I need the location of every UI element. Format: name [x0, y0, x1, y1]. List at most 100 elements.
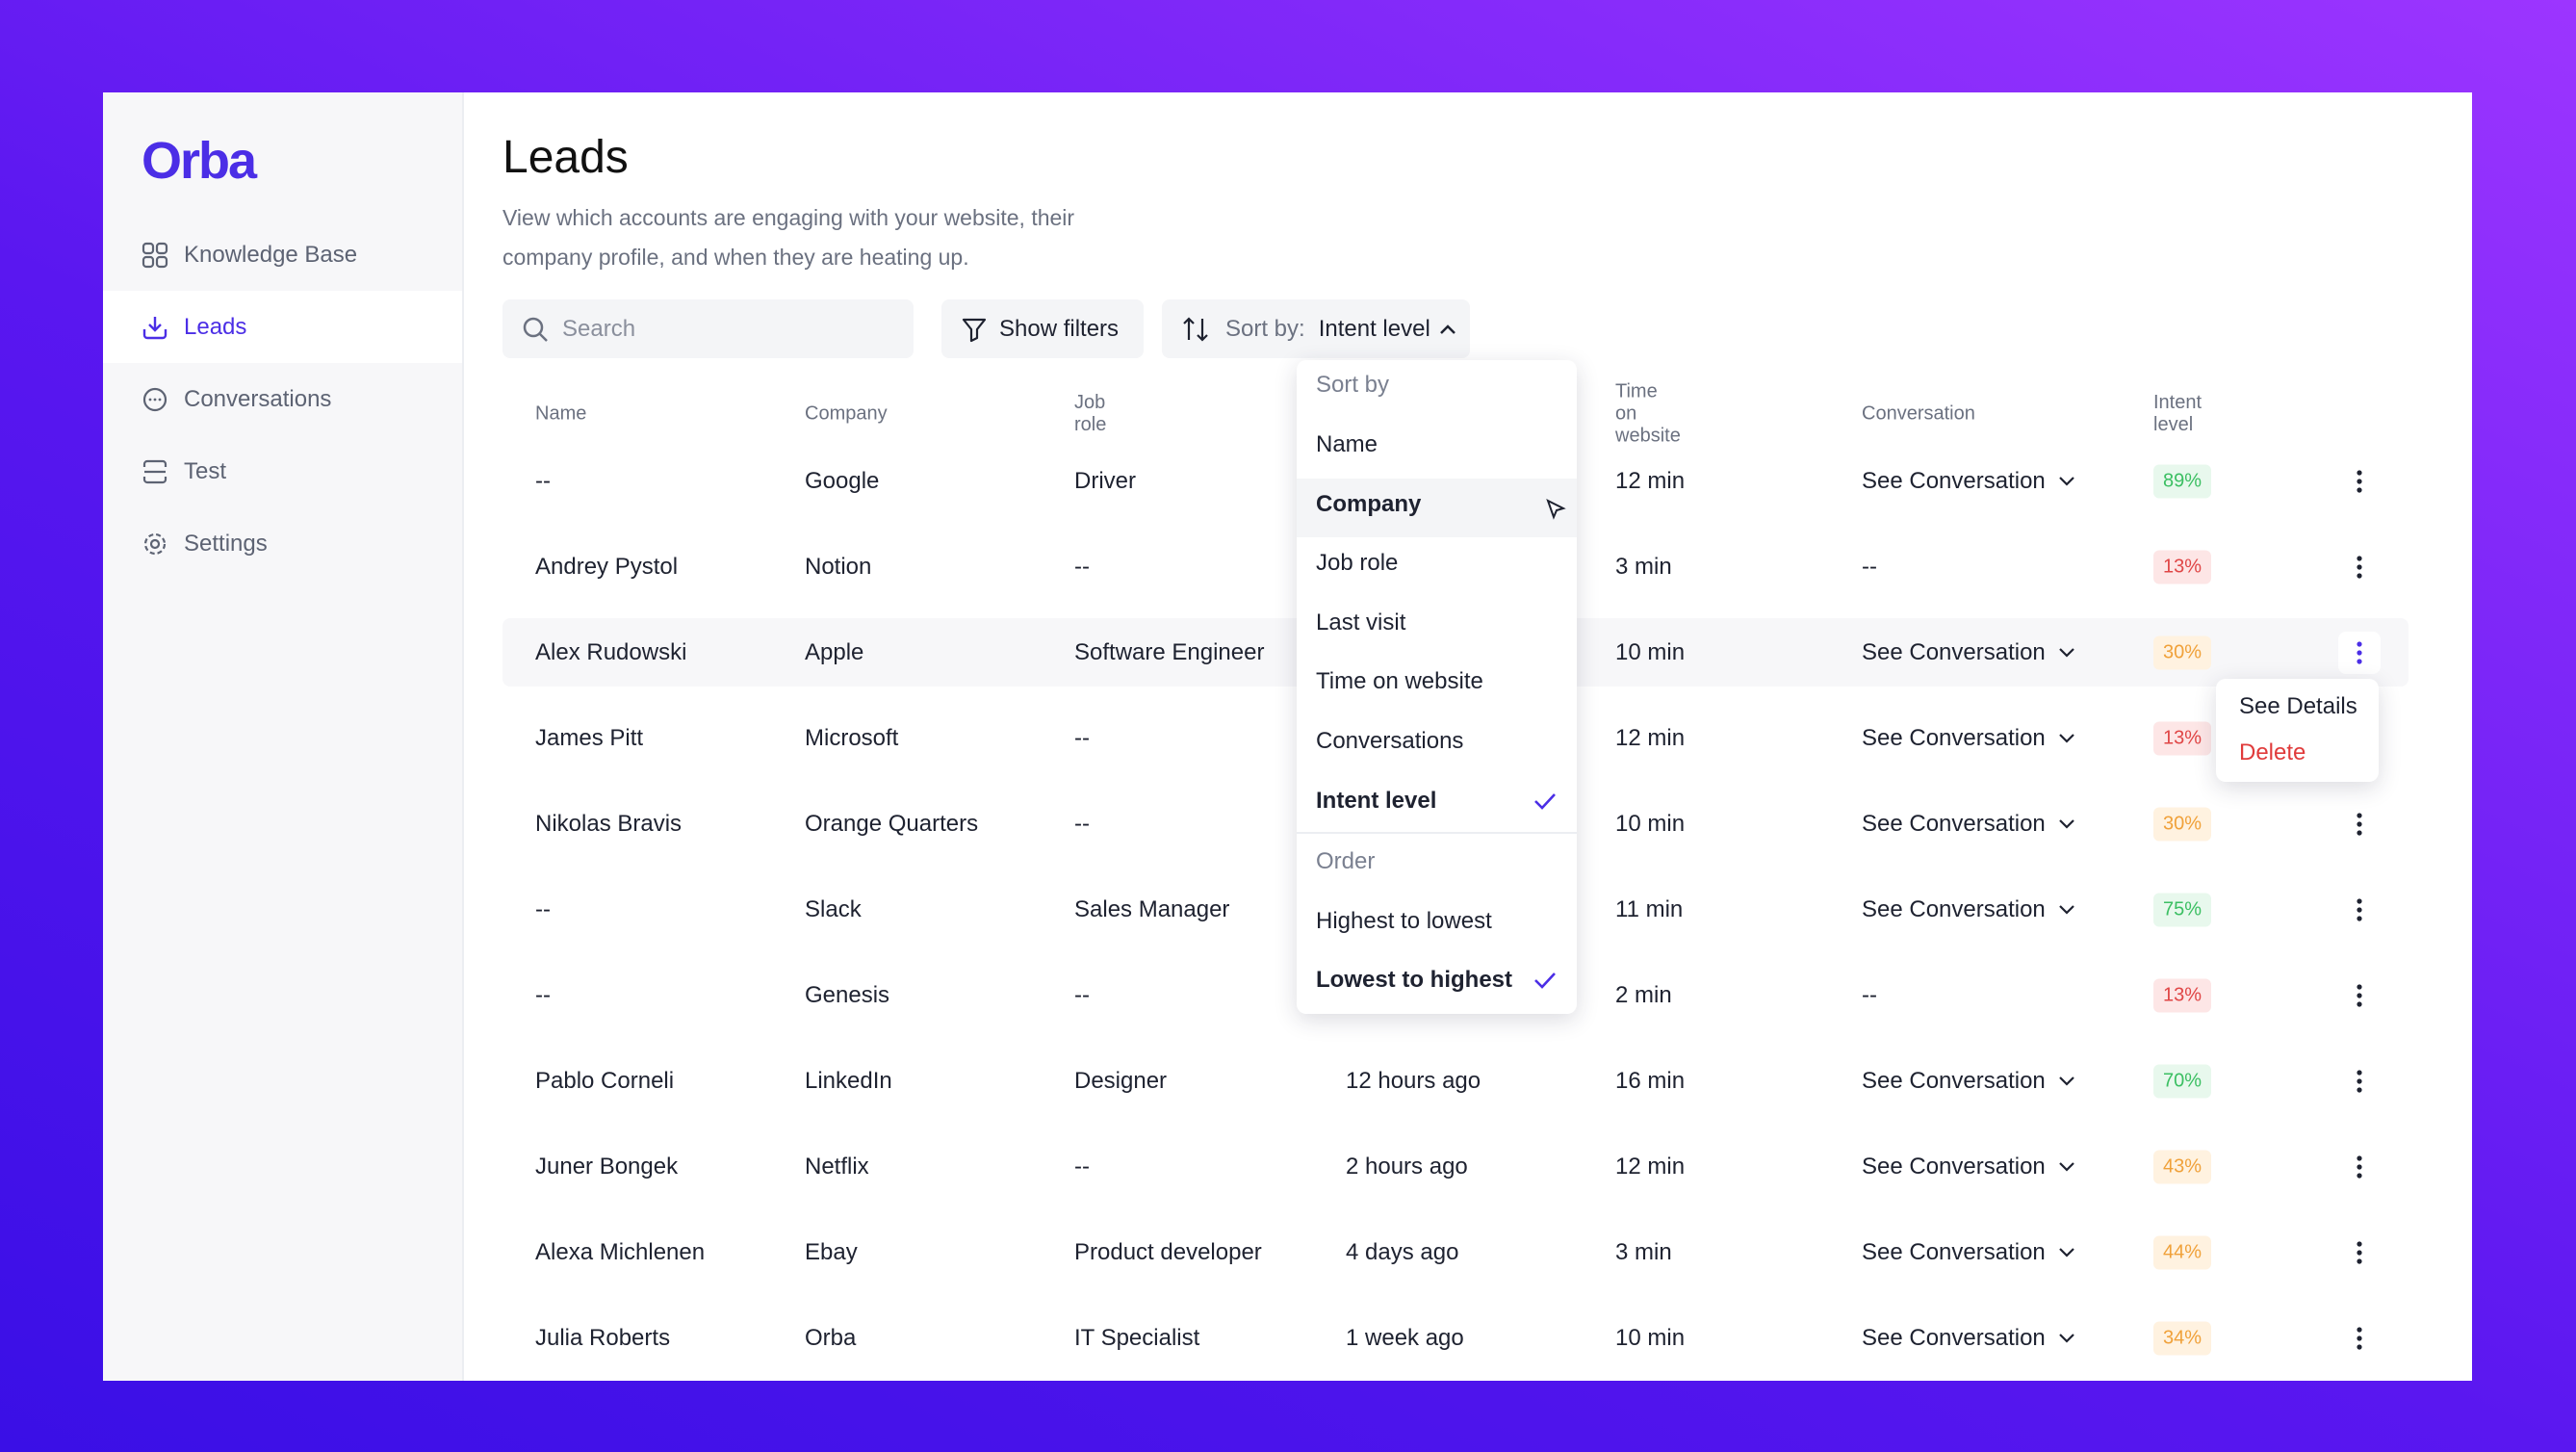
cell-conversation[interactable]: See Conversation [1862, 468, 2076, 495]
delete[interactable]: Delete [2239, 739, 2306, 765]
row-actions[interactable] [2338, 974, 2381, 1017]
sort-option[interactable]: Last visit [1316, 609, 1406, 635]
dots-icon [2357, 470, 2362, 493]
cell-name: James Pitt [535, 725, 643, 752]
sort-option[interactable]: Time on website [1316, 668, 1483, 695]
cell-name: Pablo Corneli [535, 1068, 674, 1095]
cell-company: Notion [805, 554, 871, 581]
cell-conversation[interactable]: See Conversation [1862, 1325, 2076, 1352]
nav-item[interactable]: Conversations [142, 363, 462, 435]
cell-conversation[interactable]: See Conversation [1862, 1239, 2076, 1266]
cell-conversation[interactable]: See Conversation [1862, 896, 2076, 923]
chevron-down [2059, 1334, 2074, 1343]
nav-item[interactable]: Settings [142, 507, 462, 580]
sort-option[interactable]: Company [1316, 490, 1422, 517]
nav-item[interactable]: Leads [142, 291, 462, 363]
cell-conversation[interactable]: See Conversation [1862, 1068, 2076, 1095]
sort-button[interactable]: Sort by: Intent level [1162, 299, 1470, 358]
cell-conversation[interactable]: -- [1862, 982, 1877, 1009]
cell-name: Juner Bongek [535, 1154, 678, 1180]
cell-job-role: Product developer [1074, 1239, 1262, 1266]
sort-option[interactable]: Name [1316, 431, 1378, 457]
cell-conversation[interactable]: See Conversation [1862, 639, 2076, 666]
cell-text: -- [535, 896, 551, 922]
cell-text: Microsoft [805, 725, 899, 751]
cell-text: -- [1074, 554, 1090, 580]
row-actions[interactable] [2338, 1317, 2381, 1360]
row-actions[interactable] [2338, 1146, 2381, 1188]
cell-text: 11 min [1615, 896, 1684, 922]
cell-time: 11 min [1615, 896, 1683, 923]
nav-item[interactable]: Knowledge Base [142, 219, 462, 291]
row-actions[interactable] [2338, 546, 2381, 588]
intent-badge: 30% [2153, 635, 2212, 670]
row-actions[interactable] [2338, 632, 2381, 674]
see-details[interactable]: See Details [2239, 693, 2357, 719]
cell-text: See Conversation [1862, 811, 2046, 837]
sort-option[interactable]: Conversations [1316, 728, 1464, 754]
intent-badge: 34% [2153, 1321, 2212, 1356]
cell-name: -- [535, 896, 551, 923]
row-actions[interactable] [2338, 1060, 2381, 1102]
cell-text: Pablo Corneli [535, 1068, 675, 1094]
nav-icon [142, 242, 168, 268]
cell-conversation[interactable]: See Conversation [1862, 811, 2076, 838]
cell-text: Slack [805, 896, 862, 922]
row-actions[interactable] [2338, 1232, 2381, 1274]
cell-text: Apple [805, 639, 864, 665]
show-filters-button[interactable]: Show filters [941, 299, 1144, 358]
cell-company: Genesis [805, 982, 889, 1009]
cell-text: Genesis [805, 982, 890, 1008]
chevron-down [2059, 1162, 2074, 1172]
column-header: Conversation [1862, 402, 1975, 425]
sort-option[interactable]: Intent level [1316, 787, 1437, 814]
order-option[interactable]: Highest to lowest [1316, 908, 1492, 934]
filters-label: Show filters [999, 315, 1120, 342]
cell-conversation[interactable]: -- [1862, 554, 1877, 581]
subtitle: View which accounts are engaging with yo… [502, 198, 1074, 277]
cell-text: Juner Bongek [535, 1154, 679, 1180]
nav-icon [143, 532, 167, 555]
cell-time: 16 min [1615, 1068, 1685, 1095]
cell-conversation[interactable]: See Conversation [1862, 725, 2076, 752]
row-actions[interactable] [2338, 889, 2381, 931]
cell-company: Slack [805, 896, 862, 923]
order-option[interactable]: Lowest to highest [1316, 967, 1512, 993]
cell-text: 12 min [1615, 1154, 1686, 1180]
row-actions[interactable] [2338, 460, 2381, 503]
dots-icon [2357, 641, 2362, 664]
row-menu: See Details Delete [2216, 679, 2379, 782]
cell-name: Alex Rudowski [535, 639, 686, 666]
cell-last-visit: 12 hours ago [1346, 1068, 1481, 1094]
search-box[interactable]: Search [502, 299, 914, 358]
cell-name: Nikolas Bravis [535, 811, 682, 838]
cell-company: LinkedIn [805, 1068, 892, 1095]
subtitle-line: company profile, and when they are heati… [502, 245, 969, 270]
dots-icon [2357, 1327, 2362, 1350]
active-nav-bg [103, 291, 462, 363]
cell-text: 16 min [1615, 1068, 1686, 1094]
sort-value: Intent level [1318, 315, 1430, 342]
cell-last-visit: 2 hours ago [1346, 1154, 1468, 1180]
cell-text: Ebay [805, 1239, 858, 1265]
cell-company: Ebay [805, 1239, 858, 1266]
cell-conversation[interactable]: See Conversation [1862, 1154, 2076, 1180]
subtitle-line: View which accounts are engaging with yo… [502, 205, 1075, 230]
cell-time: 12 min [1615, 725, 1685, 752]
row-actions[interactable] [2338, 803, 2381, 845]
cell-name: -- [535, 982, 551, 1009]
column-header: Name [535, 402, 587, 425]
cell-job-role: -- [1074, 554, 1090, 581]
intent-badge: 30% [2153, 807, 2212, 842]
intent-badge: 70% [2153, 1064, 2212, 1099]
sort-label: Sort by: [1225, 315, 1305, 342]
sort-option[interactable]: Job role [1316, 550, 1399, 577]
cell-job-role: Software Engineer [1074, 639, 1264, 666]
cell-text: LinkedIn [805, 1068, 892, 1094]
cell-time: 3 min [1615, 554, 1672, 581]
nav-item[interactable]: Test [142, 435, 462, 507]
dots-icon [2357, 984, 2362, 1007]
intent-badge: 75% [2153, 893, 2212, 927]
cell-company: Orange Quarters [805, 811, 978, 838]
cell-text: Orba [805, 1325, 857, 1351]
